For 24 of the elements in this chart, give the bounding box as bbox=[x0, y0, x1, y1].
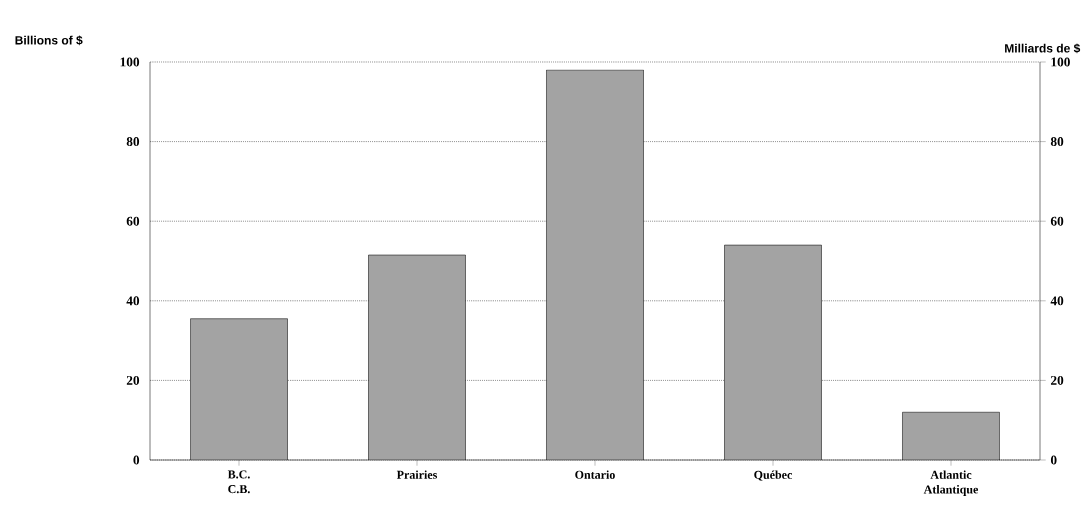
y2-tick-label: 0 bbox=[1050, 455, 1057, 465]
x-tick-label: Ontario bbox=[575, 470, 615, 479]
x-tick-label: Québec bbox=[754, 470, 793, 481]
bar bbox=[902, 411, 1000, 460]
x-tick-label: Atlantic Atlantique bbox=[923, 470, 979, 496]
y2-tick-label: 100 bbox=[1051, 57, 1070, 67]
y-tick-label: 60 bbox=[126, 216, 140, 226]
x-tick-label: B.C. C.B. bbox=[227, 470, 250, 494]
y-axis-title: Billions of $ bbox=[15, 35, 83, 46]
y-tick-label: 40 bbox=[126, 296, 140, 306]
y2-tick-label: 40 bbox=[1050, 296, 1064, 306]
y2-tick-label: 80 bbox=[1050, 137, 1064, 147]
y-tick-label: 80 bbox=[126, 137, 140, 147]
x-tick-label: Prairies bbox=[396, 470, 438, 479]
y2-tick-label: 20 bbox=[1050, 375, 1064, 385]
y-tick-label: 20 bbox=[126, 375, 140, 385]
bar bbox=[546, 69, 644, 460]
bar bbox=[724, 245, 822, 460]
bar bbox=[190, 318, 288, 460]
y2-tick-label: 60 bbox=[1050, 216, 1064, 226]
y2-axis-title: Milliards de $ bbox=[1005, 43, 1081, 54]
bar bbox=[368, 255, 466, 460]
y-tick-label: 0 bbox=[133, 455, 140, 465]
y-tick-label: 100 bbox=[120, 57, 140, 67]
